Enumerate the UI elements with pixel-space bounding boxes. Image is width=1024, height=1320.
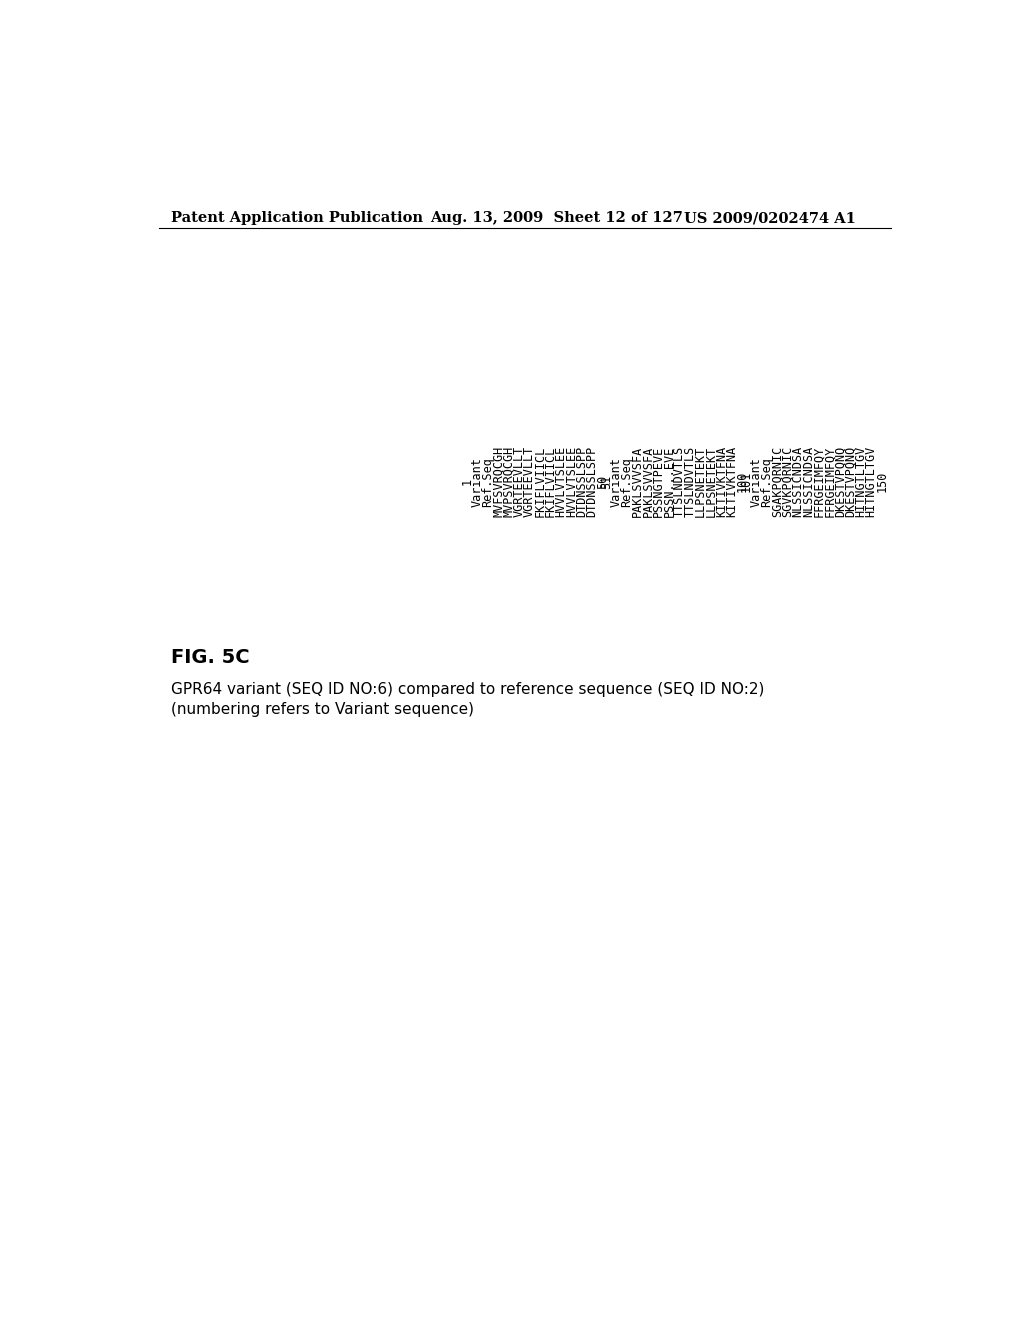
Text: Variant: Variant bbox=[471, 457, 483, 507]
Text: 51: 51 bbox=[600, 475, 612, 488]
Text: US 2009/0202474 A1: US 2009/0202474 A1 bbox=[684, 211, 856, 226]
Text: HITNGTLTGV: HITNGTLTGV bbox=[854, 446, 867, 517]
Text: KITIVKTFNA: KITIVKTFNA bbox=[715, 446, 728, 517]
Text: TTSLNDVTLS: TTSLNDVTLS bbox=[683, 446, 696, 517]
Text: 1: 1 bbox=[460, 478, 473, 486]
Text: FFRGEIMFQY: FFRGEIMFQY bbox=[812, 446, 825, 517]
Text: NLSSICNDSA: NLSSICNDSA bbox=[802, 446, 815, 517]
Text: LLPSNETEKT: LLPSNETEKT bbox=[705, 446, 717, 517]
Text: Variant: Variant bbox=[750, 457, 763, 507]
Text: 150: 150 bbox=[876, 471, 888, 492]
Text: DTDNSSLSPP: DTDNSSLSPP bbox=[586, 446, 599, 517]
Text: HVVLVTSLEE: HVVLVTSLEE bbox=[565, 446, 578, 517]
Text: FIG. 5C: FIG. 5C bbox=[171, 648, 249, 667]
Text: PAKLSVVSFA: PAKLSVVSFA bbox=[631, 446, 644, 517]
Text: FKIFLVIICL: FKIFLVIICL bbox=[534, 446, 547, 517]
Text: Ref.Seq: Ref.Seq bbox=[481, 457, 495, 507]
Text: DTDNSSLSPP: DTDNSSLSPP bbox=[575, 446, 588, 517]
Text: PSSNGTPEVE: PSSNGTPEVE bbox=[652, 446, 665, 517]
Text: Ref.Seq: Ref.Seq bbox=[760, 457, 773, 507]
Text: VGRTEEVLLT: VGRTEEVLLT bbox=[523, 446, 536, 517]
Text: PSSN...EVE: PSSN...EVE bbox=[663, 446, 676, 517]
Text: NLSSICNDSA: NLSSICNDSA bbox=[792, 446, 805, 517]
Text: HITNGTLTGV: HITNGTLTGV bbox=[864, 446, 878, 517]
Text: SGAKPQRNIC: SGAKPQRNIC bbox=[771, 446, 783, 517]
Text: DKESTVPQNQ: DKESTVPQNQ bbox=[844, 446, 857, 517]
Text: TTSLNDVTLS: TTSLNDVTLS bbox=[673, 446, 686, 517]
Text: SGVKPQRNIC: SGVKPQRNIC bbox=[781, 446, 794, 517]
Text: Variant: Variant bbox=[610, 457, 624, 507]
Text: MVFSVRQCGH: MVFSVRQCGH bbox=[492, 446, 505, 517]
Text: FKIFLVIICL: FKIFLVIICL bbox=[544, 446, 557, 517]
Text: Aug. 13, 2009  Sheet 12 of 127: Aug. 13, 2009 Sheet 12 of 127 bbox=[430, 211, 683, 226]
Text: GPR64 variant (SEQ ID NO:6) compared to reference sequence (SEQ ID NO:2): GPR64 variant (SEQ ID NO:6) compared to … bbox=[171, 682, 764, 697]
Text: Patent Application Publication: Patent Application Publication bbox=[171, 211, 423, 226]
Text: (numbering refers to Variant sequence): (numbering refers to Variant sequence) bbox=[171, 702, 474, 717]
Text: PAKLSVVSFA: PAKLSVVSFA bbox=[641, 446, 654, 517]
Text: VGRTEEVLLT: VGRTEEVLLT bbox=[512, 446, 525, 517]
Text: 50: 50 bbox=[596, 475, 609, 488]
Text: 101: 101 bbox=[739, 471, 753, 492]
Text: FFRGEIMFQY: FFRGEIMFQY bbox=[823, 446, 836, 517]
Text: HVVLVTSLEE: HVVLVTSLEE bbox=[554, 446, 567, 517]
Text: Ref.Seq: Ref.Seq bbox=[621, 457, 634, 507]
Text: DKESTVPQNQ: DKESTVPQNQ bbox=[834, 446, 847, 517]
Text: MVPSVRQCGH: MVPSVRQCGH bbox=[502, 446, 515, 517]
Text: 100: 100 bbox=[735, 471, 749, 492]
Text: KITIVKTFNA: KITIVKTFNA bbox=[725, 446, 738, 517]
Text: LLPSNETEKT: LLPSNETEKT bbox=[694, 446, 707, 517]
